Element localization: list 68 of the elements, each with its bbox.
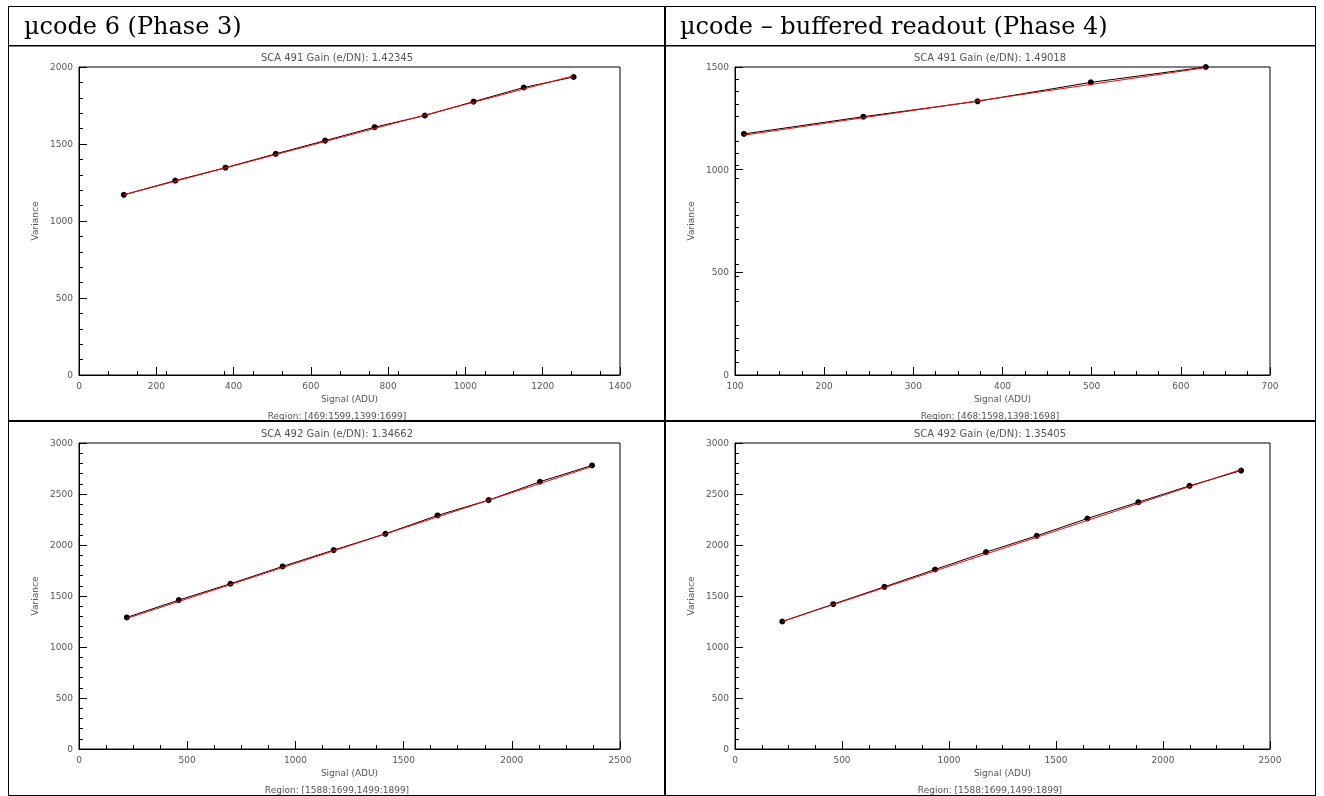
x-tick-label: 600 bbox=[302, 380, 320, 391]
y-tick-label: 0 bbox=[723, 744, 730, 754]
chart-title: SCA 491 Gain (e/DN): 1.42345 bbox=[260, 51, 414, 63]
x-tick-label: 400 bbox=[224, 380, 243, 391]
y-tick-label: 500 bbox=[711, 693, 730, 703]
x-axis-title: Signal (ADU) bbox=[320, 394, 379, 405]
y-tick-label: 1000 bbox=[50, 216, 74, 226]
chart-subtitle: µcode 6 (Phase 3) bbox=[24, 12, 242, 40]
chart-title: SCA 492 Gain (e/DN): 1.35405 bbox=[913, 427, 1067, 439]
x-tick-label: 300 bbox=[904, 380, 923, 391]
x-tick-label: 1500 bbox=[392, 754, 416, 765]
x-tick-label: 500 bbox=[1083, 380, 1101, 391]
x-tick-label: 0 bbox=[76, 754, 83, 765]
y-tick-label: 0 bbox=[67, 744, 74, 754]
x-tick-label: 800 bbox=[379, 380, 397, 391]
x-tick-label: 1200 bbox=[531, 380, 555, 391]
text: Region: [1588:1699,1499:1899] bbox=[917, 784, 1063, 795]
y-tick-label: 1500 bbox=[50, 139, 74, 149]
x-tick-label: 1500 bbox=[1044, 754, 1068, 765]
x-tick-label: 700 bbox=[1261, 380, 1279, 391]
y-tick-label: 0 bbox=[67, 370, 74, 380]
y-tick-label: 2000 bbox=[50, 540, 74, 550]
text: Region: [468:1598,1398:1698] bbox=[920, 410, 1060, 421]
x-tick-label: 200 bbox=[815, 380, 834, 391]
x-axis-title: Signal (ADU) bbox=[973, 768, 1032, 779]
y-tick-label: 2000 bbox=[50, 62, 74, 72]
text: Region: [1588:1699,1499:1899] bbox=[264, 784, 410, 795]
x-tick-label: 2500 bbox=[1258, 754, 1282, 765]
x-tick-label: 0 bbox=[732, 754, 739, 765]
y-tick-label: 1000 bbox=[706, 642, 730, 652]
y-tick-label: 500 bbox=[55, 293, 74, 303]
x-tick-label: 1400 bbox=[608, 380, 632, 391]
x-tick-label: 2500 bbox=[608, 754, 632, 765]
x-tick-label: 200 bbox=[147, 380, 166, 391]
y-tick-label: 0 bbox=[723, 370, 730, 380]
y-tick-label: 2500 bbox=[50, 489, 74, 499]
x-tick-label: 500 bbox=[833, 754, 851, 765]
y-tick-label: 1500 bbox=[706, 62, 730, 72]
y-tick-label: 500 bbox=[711, 267, 730, 278]
x-tick-label: 1000 bbox=[937, 754, 961, 765]
x-axis-title: Signal (ADU) bbox=[973, 394, 1032, 405]
y-tick-label: 1500 bbox=[706, 591, 730, 601]
y-axis-title: Variance bbox=[685, 201, 696, 241]
chart-subtitle: µcode – buffered readout (Phase 4) bbox=[680, 12, 1108, 40]
chart-title: SCA 492 Gain (e/DN): 1.34662 bbox=[260, 427, 414, 439]
y-tick-label: 2500 bbox=[706, 489, 730, 499]
y-axis-title: Variance bbox=[685, 576, 696, 616]
y-tick-label: 3000 bbox=[706, 438, 730, 448]
x-tick-label: 2000 bbox=[500, 754, 524, 765]
x-axis-title: Signal (ADU) bbox=[320, 768, 379, 779]
x-tick-label: 600 bbox=[1172, 380, 1190, 391]
y-axis-title: Variance bbox=[29, 201, 40, 241]
x-tick-label: 100 bbox=[726, 380, 744, 391]
y-axis-title: Variance bbox=[29, 576, 40, 616]
y-tick-label: 500 bbox=[55, 693, 74, 703]
y-tick-label: 3000 bbox=[50, 438, 74, 448]
text: Region: [469:1599,1399:1699] bbox=[267, 410, 407, 421]
y-tick-label: 1500 bbox=[50, 591, 74, 601]
y-tick-label: 2000 bbox=[706, 540, 730, 550]
x-tick-label: 2000 bbox=[1151, 754, 1175, 765]
x-tick-label: 0 bbox=[76, 380, 83, 391]
x-tick-label: 1000 bbox=[453, 380, 478, 391]
x-tick-label: 500 bbox=[178, 754, 197, 765]
y-tick-label: 1000 bbox=[706, 164, 730, 175]
x-tick-label: 400 bbox=[993, 380, 1012, 391]
chart-title: SCA 491 Gain (e/DN): 1.49018 bbox=[913, 51, 1067, 63]
y-tick-label: 1000 bbox=[50, 642, 74, 652]
x-tick-label: 1000 bbox=[283, 754, 308, 765]
